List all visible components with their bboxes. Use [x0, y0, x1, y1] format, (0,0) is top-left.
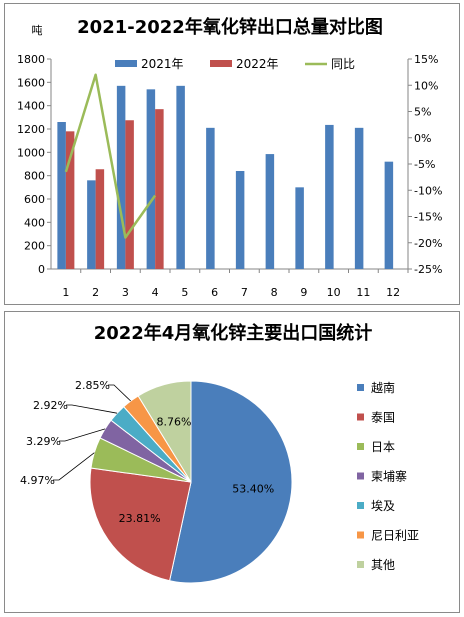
y2-tick-label: 5% [414, 106, 431, 119]
y-tick-label: 200 [24, 240, 45, 253]
x-tick-label: 8 [271, 286, 278, 299]
bar-2022年 [125, 120, 134, 269]
data-label: 23.81% [119, 512, 161, 525]
data-label: 4.97% [20, 474, 55, 487]
x-tick-label: 7 [241, 286, 248, 299]
y2-tick-label: -15% [414, 211, 442, 224]
y-tick-label: 1000 [17, 146, 45, 159]
legend-label: 同比 [331, 57, 355, 71]
x-tick-label: 2 [92, 286, 99, 299]
bar-2021年 [295, 187, 304, 269]
leader-line [66, 404, 118, 414]
data-label: 2.85% [75, 379, 110, 392]
x-tick-label: 10 [327, 286, 341, 299]
legend-label: 越南 [371, 380, 395, 395]
y2-tick-label: 15% [414, 53, 438, 66]
export-country-pie-chart: 2022年4月氧化锌主要出口国统计 53.40% 23.81% 4.97% 3.29% 2… [20, 322, 419, 584]
bar-2021年 [235, 171, 245, 269]
x-tick-label: 1 [62, 286, 69, 299]
legend-label: 日本 [371, 440, 395, 454]
legend-swatch [357, 531, 364, 539]
data-label: 3.29% [26, 435, 61, 448]
bar-2021年 [206, 127, 215, 269]
legend-label: 柬埔寨 [371, 469, 407, 484]
y2-tick-label: 0% [414, 132, 431, 145]
legend-label: 泰国 [371, 411, 395, 425]
legend-label: 尼日利亚 [371, 529, 419, 543]
legend-label: 埃及 [371, 499, 395, 513]
legend-swatch [357, 472, 364, 480]
line-同比 [64, 73, 157, 239]
x-tick-label: 6 [211, 286, 218, 299]
export-volume-chart: 2021-2022年氧化锌出口总量对比图吨0200400600800100012… [17, 16, 442, 299]
bar-2022年 [155, 109, 164, 270]
chart-title: 2021-2022年氧化锌出口总量对比图 [77, 16, 383, 38]
y2-tick-label: 10% [414, 79, 438, 92]
legend-swatch [357, 443, 364, 450]
bar-2022年 [95, 169, 105, 269]
chart-title: 2022年4月氧化锌主要出口国统计 [94, 322, 373, 344]
bar-2021年 [325, 124, 334, 270]
legend-swatch [210, 60, 232, 67]
x-tick-label: 11 [356, 286, 370, 299]
leader-line [108, 384, 131, 402]
y2-tick-label: -10% [414, 184, 442, 197]
x-tick-label: 5 [181, 286, 188, 299]
y-tick-label: 0 [38, 263, 45, 276]
pie-slice-泰国 [89, 467, 192, 582]
bar-line-chart-panel: 2021-2022年氧化锌出口总量对比图吨 0 200 400 600 800 1000 12… [4, 3, 460, 305]
data-label: 8.76% [157, 416, 192, 429]
legend-label: 2021年 [141, 57, 184, 71]
y-tick-label: 400 [24, 216, 45, 229]
y2-tick-label: -25% [414, 263, 442, 276]
y-tick-label: 600 [24, 193, 45, 206]
data-label: 2.92% [33, 399, 68, 412]
y2-tick-label: -5% [414, 158, 435, 171]
y-tick-label: 1600 [17, 76, 45, 89]
bar-2021年 [265, 154, 275, 269]
legend-label: 2022年 [236, 57, 279, 71]
legend-swatch [357, 561, 364, 568]
leader-line [53, 452, 95, 481]
legend-swatch [357, 384, 364, 391]
y2-tick-label: -20% [414, 237, 442, 250]
y-tick-label: 1800 [17, 53, 45, 66]
bar-2021年 [384, 161, 394, 269]
y-tick-label: 800 [24, 170, 45, 183]
bar-2021年 [354, 127, 364, 269]
x-tick-label: 9 [300, 286, 307, 299]
leader-line [59, 428, 106, 442]
bar-2022年 [65, 131, 75, 269]
x-tick-label: 12 [386, 286, 400, 299]
legend-swatch [115, 60, 137, 67]
bar-2021年 [146, 89, 156, 269]
pie-slice-其他 [137, 380, 192, 484]
y-tick-label: 1200 [17, 123, 45, 136]
bar-2021年 [116, 85, 126, 269]
x-tick-label: 3 [122, 286, 129, 299]
pie-chart-panel: 2022年4月氧化锌主要出口国统计 53.40% 23.81% 4.97% 3.29% 2… [4, 311, 460, 613]
x-tick-label: 4 [152, 286, 159, 299]
data-label: 53.40% [232, 483, 274, 496]
y-axis-unit: 吨 [32, 24, 43, 37]
bar-2021年 [176, 85, 185, 269]
legend-swatch [357, 502, 364, 509]
legend-swatch [357, 413, 364, 421]
bar-2021年 [57, 122, 66, 269]
legend-label: 其他 [371, 558, 395, 572]
y-tick-label: 1400 [17, 100, 45, 113]
bar-2021年 [87, 180, 96, 269]
pie-slice-越南 [168, 380, 293, 584]
